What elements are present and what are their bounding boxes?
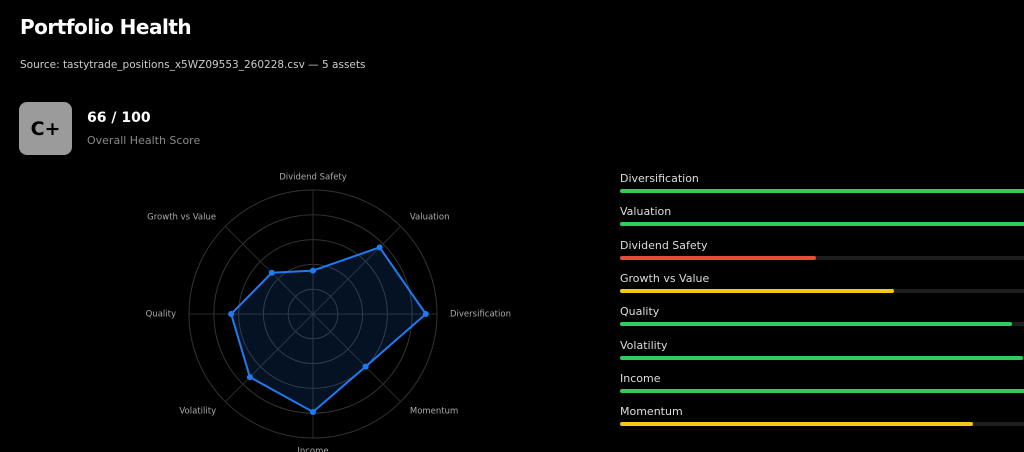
bar-track <box>620 322 1024 327</box>
bar <box>620 222 1024 227</box>
bar <box>620 189 1024 193</box>
radar-point <box>268 269 275 276</box>
bar-track <box>620 422 1024 427</box>
radar-point <box>376 244 383 251</box>
axis-label: Growth vs Value <box>147 213 216 223</box>
spoke <box>312 225 402 315</box>
bar-row: Volatility <box>620 337 1024 367</box>
grade-badge: C+ <box>19 102 72 155</box>
bar-track <box>620 222 1024 227</box>
score-label: Overall Health Score <box>87 134 201 147</box>
bar <box>620 255 816 260</box>
axis-label: Volatility <box>179 406 216 416</box>
axis-label: Quality <box>146 310 176 320</box>
bar-row: Momentum <box>620 403 1024 433</box>
bar <box>620 355 1024 360</box>
radar-point <box>310 267 316 274</box>
spoke <box>312 313 402 403</box>
bar-label: Income <box>620 371 661 385</box>
axis-label: Dividend Safety <box>279 173 347 183</box>
bar-row: Income <box>620 370 1024 400</box>
bar-track <box>620 388 1024 393</box>
bar-row: Dividend Safety <box>620 237 1024 267</box>
radar-chart: Dividend Safety Valuation Diversification M… <box>146 173 511 452</box>
bar-label: Growth vs Value <box>620 271 710 285</box>
radar-point <box>422 311 429 317</box>
bar-row: Valuation <box>620 203 1024 233</box>
radar-point <box>310 408 316 415</box>
bar <box>620 322 1012 327</box>
bar-label: Dividend Safety <box>620 238 708 252</box>
source: Source: tastytrade_positions_x5WZ09553_2… <box>20 59 366 71</box>
axis-label: Diversification <box>450 310 511 320</box>
bar-label: Diversification <box>620 172 699 185</box>
bar <box>620 288 895 293</box>
spoke <box>224 313 314 403</box>
bar-row: Quality <box>620 303 1024 333</box>
bar-track <box>620 189 1024 193</box>
axis-label: Valuation <box>410 213 450 223</box>
score-value: 66 / 100 <box>87 110 151 126</box>
title: Portfolio Health <box>20 15 192 39</box>
bar-track <box>620 255 1024 260</box>
radar-point <box>246 374 253 381</box>
bar-label: Quality <box>620 305 660 319</box>
radar-point <box>362 363 369 370</box>
score-bars: Diversification Valuation Dividend Safety G… <box>620 170 1024 452</box>
bar-label: Momentum <box>620 405 683 419</box>
bar-label: Volatility <box>620 338 668 352</box>
bar-label: Valuation <box>620 205 672 219</box>
bar <box>620 388 1024 393</box>
bar <box>620 422 973 427</box>
spoke <box>224 225 314 315</box>
radar-area <box>230 246 428 414</box>
radar-point <box>228 311 235 317</box>
bar-row: Growth vs Value <box>620 270 1024 300</box>
bar-track <box>620 288 1024 293</box>
bar-track <box>620 355 1024 360</box>
axis-label: Income <box>297 447 328 452</box>
axis-label: Momentum <box>410 406 458 416</box>
bar-row: Diversification <box>620 170 1024 200</box>
